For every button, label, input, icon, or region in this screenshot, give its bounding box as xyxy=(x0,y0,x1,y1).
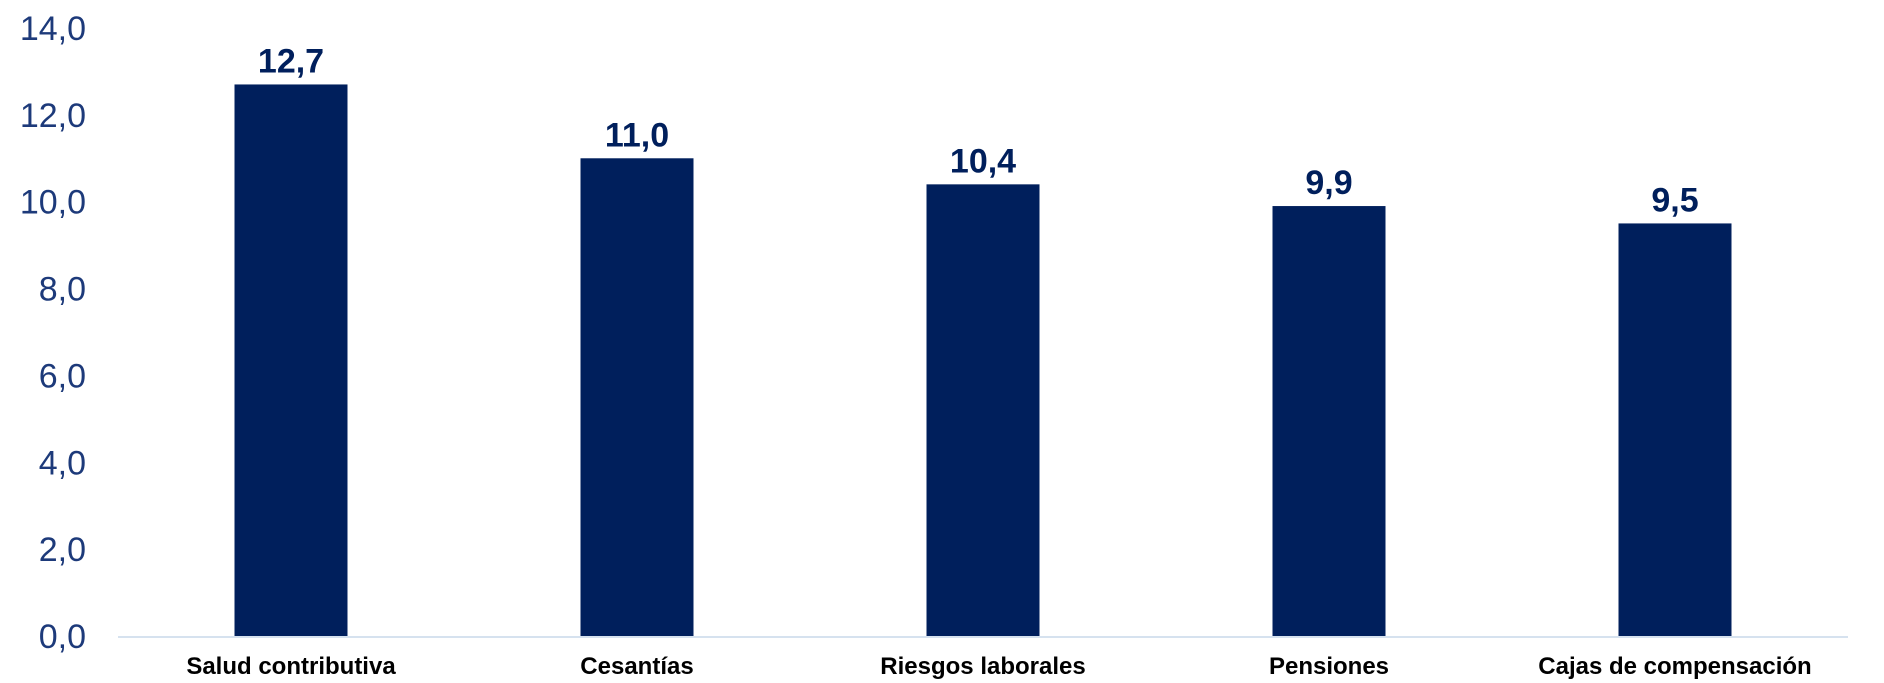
y-tick-label: 4,0 xyxy=(39,444,86,482)
x-axis: Salud contributiva Cesantías Riesgos labor… xyxy=(118,637,1848,680)
y-tick-label: 6,0 xyxy=(39,357,86,395)
data-label: 9,9 xyxy=(1305,164,1352,202)
data-label: 9,5 xyxy=(1651,181,1698,219)
x-tick-label: Salud contributiva xyxy=(186,653,396,680)
y-tick-label: 0,0 xyxy=(39,618,86,656)
bar xyxy=(1619,223,1732,636)
data-label: 12,7 xyxy=(258,42,324,80)
y-tick-label: 14,0 xyxy=(20,10,86,48)
x-tick-label: Cajas de compensación xyxy=(1538,653,1811,680)
bar xyxy=(235,84,348,636)
bar xyxy=(1273,206,1386,636)
y-tick-label: 2,0 xyxy=(39,531,86,569)
y-tick-label: 8,0 xyxy=(39,271,86,309)
x-tick-label: Riesgos laborales xyxy=(880,653,1085,680)
data-label: 11,0 xyxy=(605,116,669,154)
y-axis: 0,0 2,0 4,0 6,0 8,0 10,0 12,0 14,0 xyxy=(20,10,86,656)
data-label: 10,4 xyxy=(950,142,1016,180)
bar xyxy=(927,184,1040,636)
y-tick-label: 12,0 xyxy=(20,97,86,135)
x-tick-label: Pensiones xyxy=(1269,653,1389,680)
bar xyxy=(581,158,694,636)
y-tick-label: 10,0 xyxy=(20,184,86,222)
x-tick-label: Cesantías xyxy=(580,653,693,680)
